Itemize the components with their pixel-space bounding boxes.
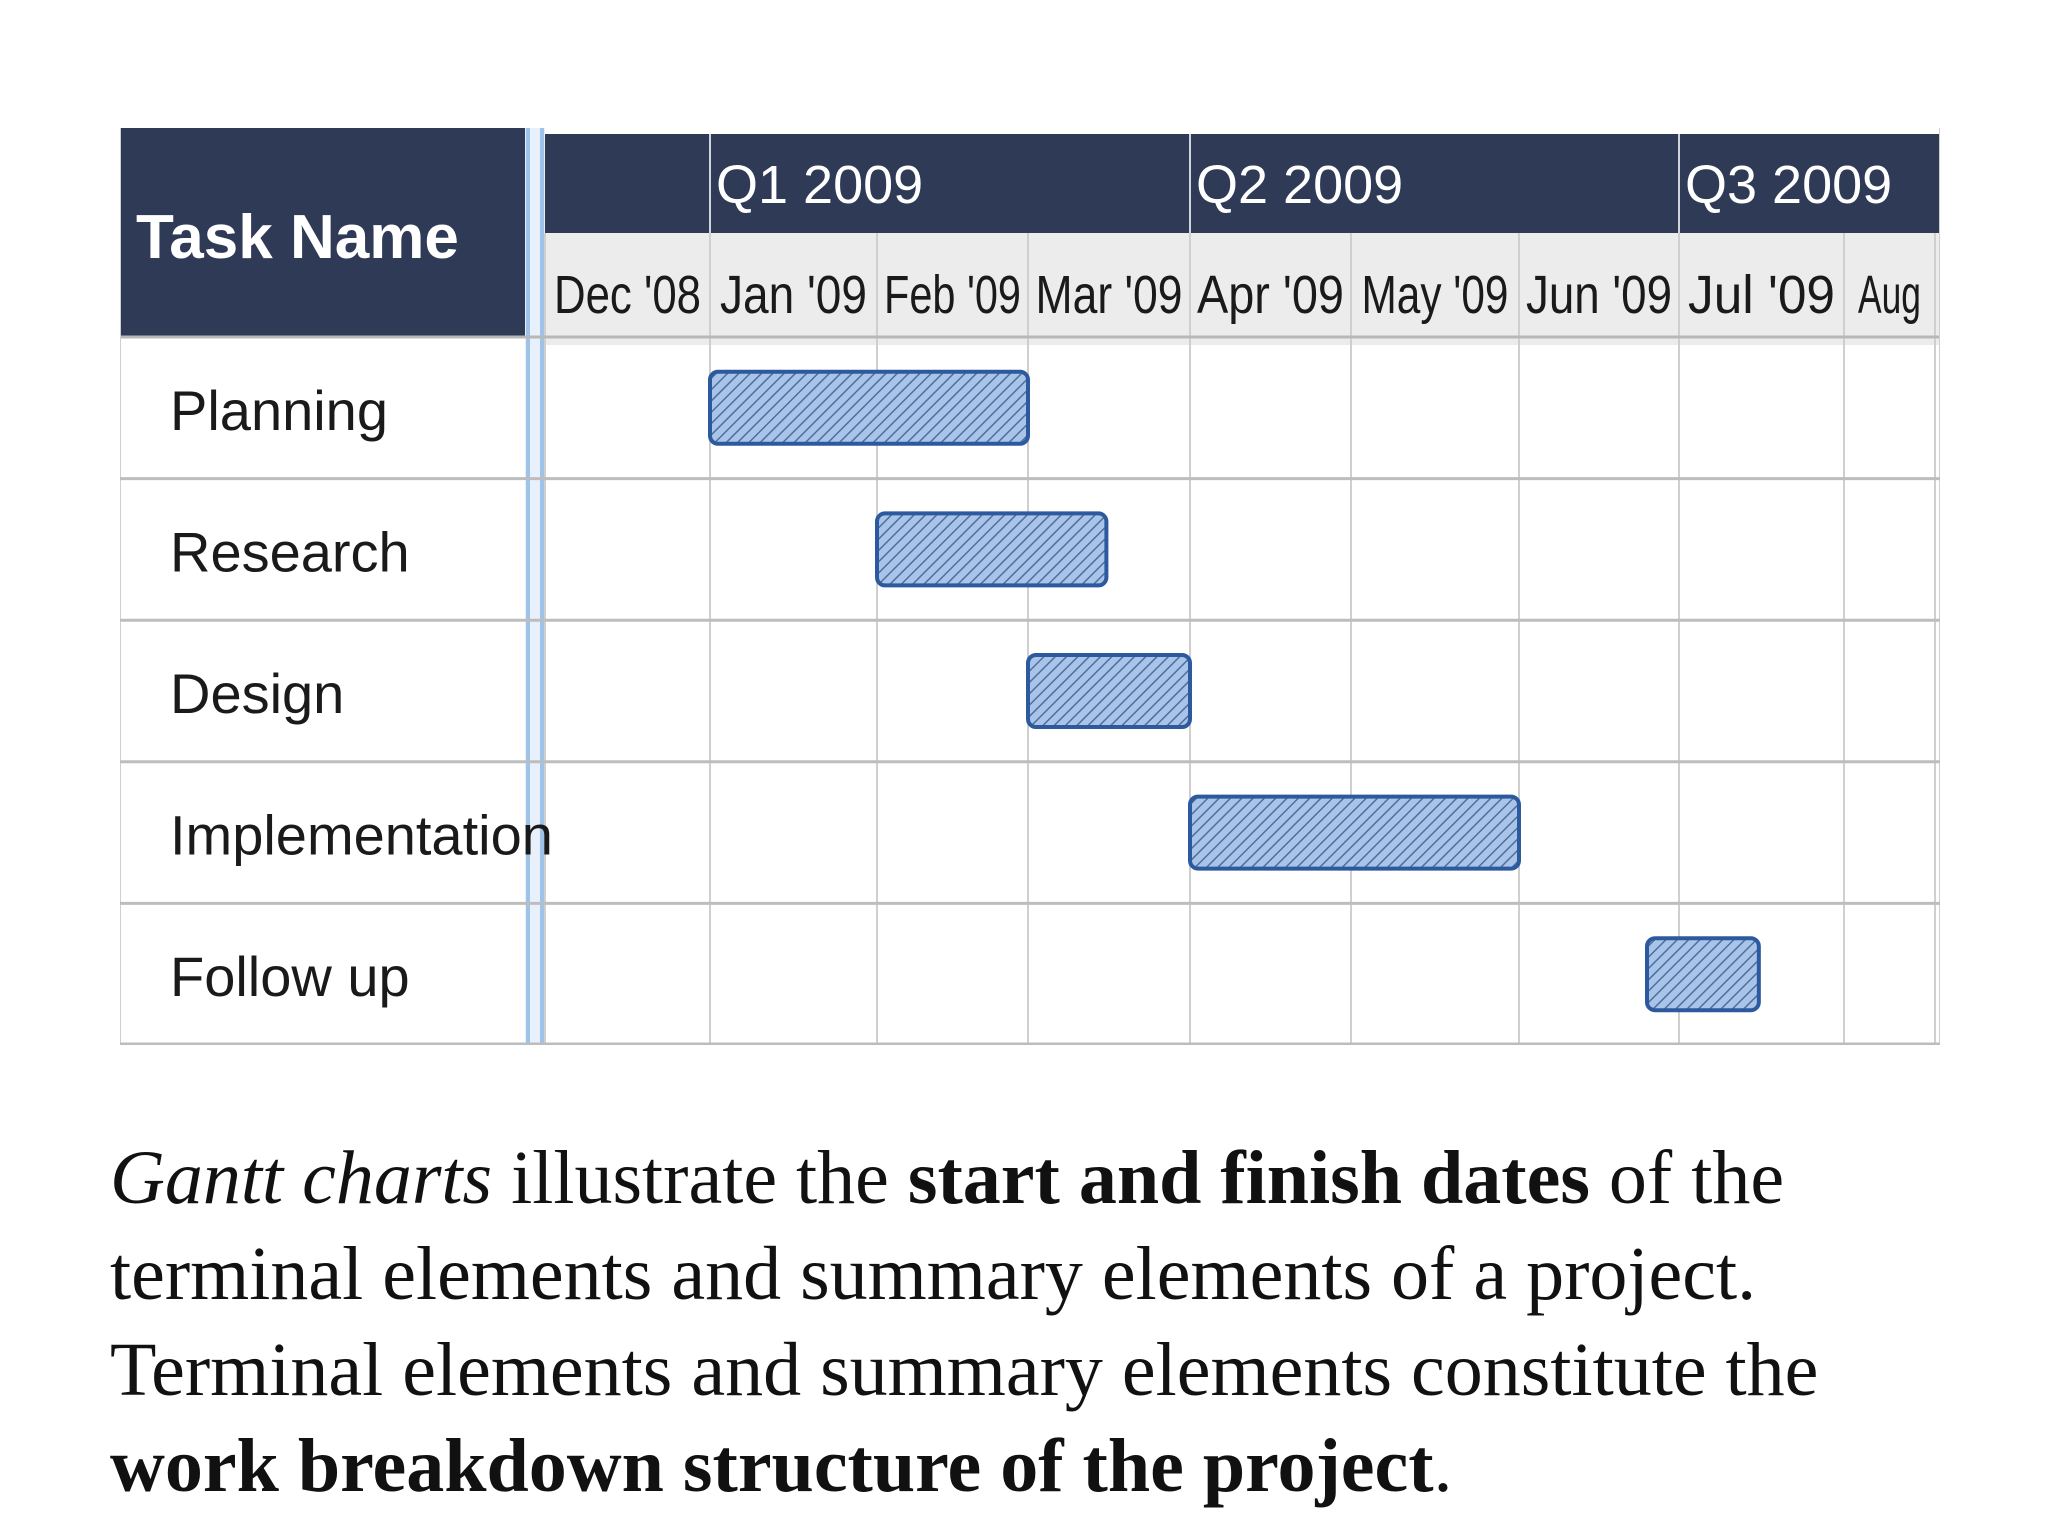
task-bar <box>1645 936 1761 1013</box>
caption-term: Gantt charts <box>110 1136 493 1220</box>
quarter-label: Q1 2009 <box>716 155 923 215</box>
caption-emphasis-wbs: work breakdown structure of the project <box>110 1424 1434 1508</box>
caption-text-2: of the terminal elements and summary ele… <box>110 1136 1819 1412</box>
task-name: Planning <box>170 379 388 442</box>
month-label: Feb '09 <box>884 265 1021 325</box>
month-label: Aug <box>1858 265 1921 325</box>
month-header-band <box>545 233 1940 345</box>
quarter-label: Q2 2009 <box>1196 155 1403 215</box>
caption-emphasis-dates: start and finish dates <box>907 1136 1590 1220</box>
month-label: Jul '09 <box>1688 265 1835 325</box>
task-bar <box>1188 794 1521 871</box>
task-bar <box>708 369 1030 446</box>
month-label: Mar '09 <box>1036 265 1183 325</box>
month-label: Jan '09 <box>720 265 867 325</box>
quarter-header-band <box>545 134 1940 233</box>
month-label: Apr '09 <box>1197 265 1344 325</box>
caption: Gantt charts illustrate the start and fi… <box>110 1130 1970 1514</box>
task-name: Implementation <box>170 804 553 867</box>
task-bar <box>875 511 1109 588</box>
month-label: May '09 <box>1362 265 1509 325</box>
task-header-cell <box>120 128 525 337</box>
task-header-label: Task Name <box>136 203 459 272</box>
caption-text-3: . <box>1433 1424 1453 1508</box>
task-name: Design <box>170 662 344 725</box>
month-label: Jun '09 <box>1526 265 1672 325</box>
gantt-chart: Task Name Q1 2009 Q2 2009 Q3 2009 Dec '08 Jan… <box>120 120 1940 1045</box>
task-name: Research <box>170 520 410 583</box>
caption-text-1: illustrate the <box>492 1136 908 1220</box>
quarter-label: Q3 2009 <box>1685 155 1892 215</box>
task-bar <box>1026 653 1192 729</box>
task-name: Follow up <box>170 945 410 1008</box>
month-label: Dec '08 <box>554 265 701 325</box>
